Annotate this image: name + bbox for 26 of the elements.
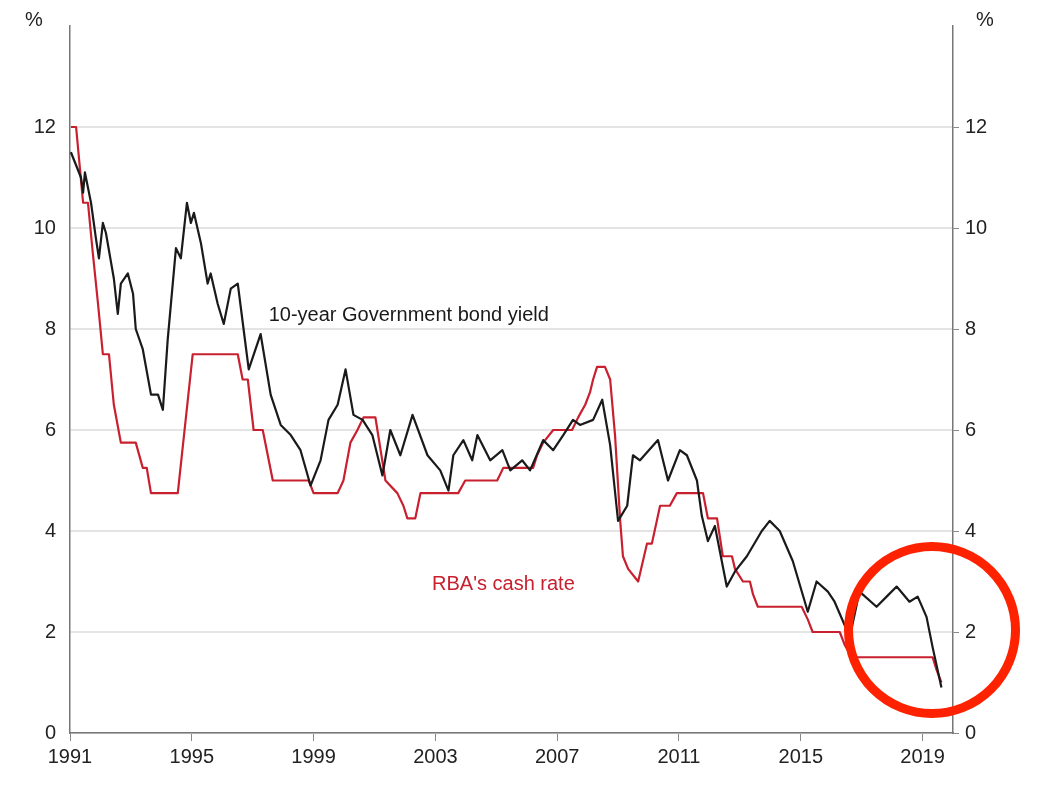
y-tick-label: 0 xyxy=(44,720,56,743)
x-tick-label: 2007 xyxy=(534,744,580,767)
y2-tick-label: 6 xyxy=(965,417,977,440)
y2-tick-label: 0 xyxy=(965,720,977,743)
y2-tick-label: 2 xyxy=(965,619,977,642)
y2-tick-label: 4 xyxy=(965,518,977,541)
y-tick-label: 2 xyxy=(44,619,56,642)
y-tick-label: 6 xyxy=(44,417,56,440)
x-tick-label: 2015 xyxy=(778,744,824,767)
text: RBA's cash rate xyxy=(432,572,575,595)
y-tick-label: 8 xyxy=(44,316,56,339)
y2-tick-label: 12 xyxy=(965,114,988,137)
y2-tick-label: 8 xyxy=(965,316,977,339)
series-label: 10-year Government bond yield xyxy=(268,303,549,326)
x-tick-label: 2011 xyxy=(657,744,701,767)
x-tick-label: 2003 xyxy=(413,744,458,767)
y-tick-label: 4 xyxy=(44,518,56,541)
y-axis-title: % xyxy=(25,7,44,30)
x-tick-label: 1991 xyxy=(47,744,93,767)
y2-tick-label: 10 xyxy=(965,215,988,238)
y2-axis-title: % xyxy=(976,7,995,30)
x-tick-label: 1999 xyxy=(291,744,336,767)
x-tick-label: 2019 xyxy=(900,744,945,767)
y-tick-label: 10 xyxy=(33,215,56,238)
y-tick-label: 12 xyxy=(33,114,56,137)
x-tick-label: 1995 xyxy=(169,744,215,767)
